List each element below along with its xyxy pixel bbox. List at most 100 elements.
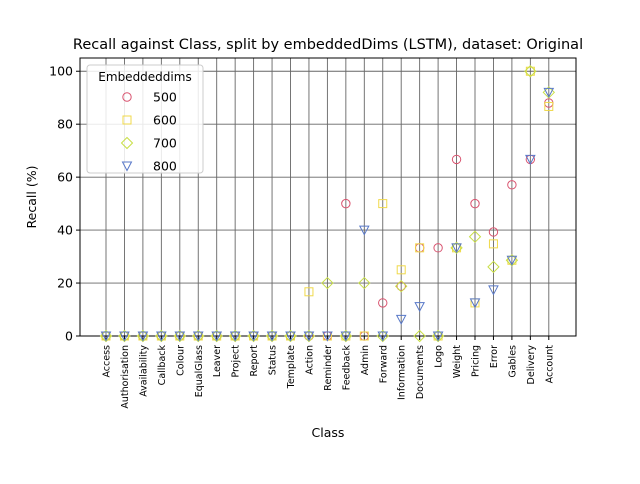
data-point xyxy=(266,331,278,342)
data-point xyxy=(285,331,296,342)
x-tick-label: Feedback xyxy=(341,345,352,391)
data-point xyxy=(394,280,408,293)
data-point xyxy=(378,199,388,209)
data-point xyxy=(100,331,112,342)
data-point xyxy=(488,285,499,296)
data-point xyxy=(451,154,462,165)
legend-marker xyxy=(121,161,133,172)
data-point xyxy=(340,331,352,342)
y-tick-label: 0 xyxy=(65,329,73,344)
data-point xyxy=(303,331,315,342)
legend-label: 500 xyxy=(153,90,177,105)
data-point xyxy=(304,287,314,297)
data-point xyxy=(358,225,370,236)
legend-box xyxy=(86,64,204,174)
x-tick-label: Status xyxy=(268,345,279,375)
x-tick-label: Authorisation xyxy=(120,345,131,409)
data-point xyxy=(469,298,481,309)
x-tick-label: Documents xyxy=(415,345,426,399)
data-point xyxy=(174,331,186,342)
data-point xyxy=(395,314,407,325)
plot-area-frame xyxy=(79,57,577,337)
y-tick-label: 60 xyxy=(57,170,73,185)
y-tick-label: 80 xyxy=(57,117,73,132)
data-point xyxy=(396,281,406,291)
legend: Embeddeddims 500 600 700 800 xyxy=(86,64,204,174)
data-point xyxy=(119,331,130,342)
data-points xyxy=(99,65,556,343)
data-point xyxy=(525,66,535,76)
data-point xyxy=(451,243,462,254)
data-point xyxy=(321,276,334,290)
legend-item-700: 700 xyxy=(120,136,177,151)
x-tick-label: Weight xyxy=(452,345,463,378)
x-tick-label: Error xyxy=(489,345,500,368)
series-800 xyxy=(100,87,555,342)
data-point xyxy=(433,243,443,253)
x-tick-label: Logo xyxy=(434,345,445,368)
x-tick-label: EqualGlass xyxy=(194,345,205,397)
data-point xyxy=(525,154,536,165)
x-tick-label: Account xyxy=(544,345,555,384)
x-tick-label: Project xyxy=(231,345,242,378)
x-tick-label: Leaver xyxy=(212,345,223,377)
x-tick-label: Forward xyxy=(378,345,389,383)
data-point xyxy=(359,331,369,341)
data-point xyxy=(432,331,444,342)
data-point xyxy=(322,331,333,342)
legend-label: 600 xyxy=(153,113,177,128)
data-point xyxy=(544,101,554,111)
y-axis: 0 20 40 60 80 100 xyxy=(49,64,80,344)
y-tick-label: 40 xyxy=(57,223,73,238)
legend-marker xyxy=(122,115,132,125)
x-tick-label: Admin xyxy=(360,345,371,375)
x-tick-label: Callback xyxy=(157,345,168,386)
x-tick-label: Delivery xyxy=(526,345,537,385)
data-point xyxy=(488,227,499,237)
data-point xyxy=(543,87,555,98)
data-point xyxy=(470,198,480,209)
legend-title: Embeddeddims xyxy=(98,70,191,84)
data-point xyxy=(358,276,371,290)
x-tick-label: Report xyxy=(249,345,260,377)
data-point xyxy=(487,260,500,274)
legend-label: 700 xyxy=(153,136,177,151)
legend-item-800: 800 xyxy=(121,159,177,174)
data-point xyxy=(524,65,537,78)
data-point xyxy=(414,302,425,313)
data-point xyxy=(192,331,204,342)
x-tick-label: Gables xyxy=(507,345,518,378)
data-point xyxy=(156,331,167,342)
data-point xyxy=(341,198,351,209)
legend-marker xyxy=(120,136,134,150)
y-tick-label: 20 xyxy=(57,276,73,291)
x-tick-label: Information xyxy=(397,345,408,400)
x-tick-label: Pricing xyxy=(471,345,482,377)
legend-label: 800 xyxy=(153,159,177,174)
x-tick-label: Reminder xyxy=(323,345,334,391)
y-axis-label: Recall (%) xyxy=(24,166,39,229)
legend-items: 500 600 700 800 xyxy=(120,90,177,174)
data-point xyxy=(488,239,498,249)
data-point xyxy=(507,180,517,190)
legend-item-600: 600 xyxy=(122,113,177,128)
chart-title: Recall against Class, split by embeddedD… xyxy=(73,37,583,53)
data-point xyxy=(137,331,149,342)
x-tick-label: Template xyxy=(286,345,297,390)
legend-item-500: 500 xyxy=(122,90,177,105)
data-point xyxy=(413,329,426,343)
x-tick-label: Action xyxy=(304,345,315,375)
x-tick-label: Access xyxy=(102,345,113,378)
data-point xyxy=(229,331,241,342)
data-point xyxy=(415,243,425,253)
data-point xyxy=(378,298,388,308)
x-axis-label: Class xyxy=(312,425,345,440)
data-point xyxy=(396,265,406,275)
data-point xyxy=(506,255,518,266)
x-tick-label: Colour xyxy=(175,345,186,376)
data-point xyxy=(377,331,389,342)
data-point xyxy=(211,331,223,342)
data-point xyxy=(468,230,482,243)
